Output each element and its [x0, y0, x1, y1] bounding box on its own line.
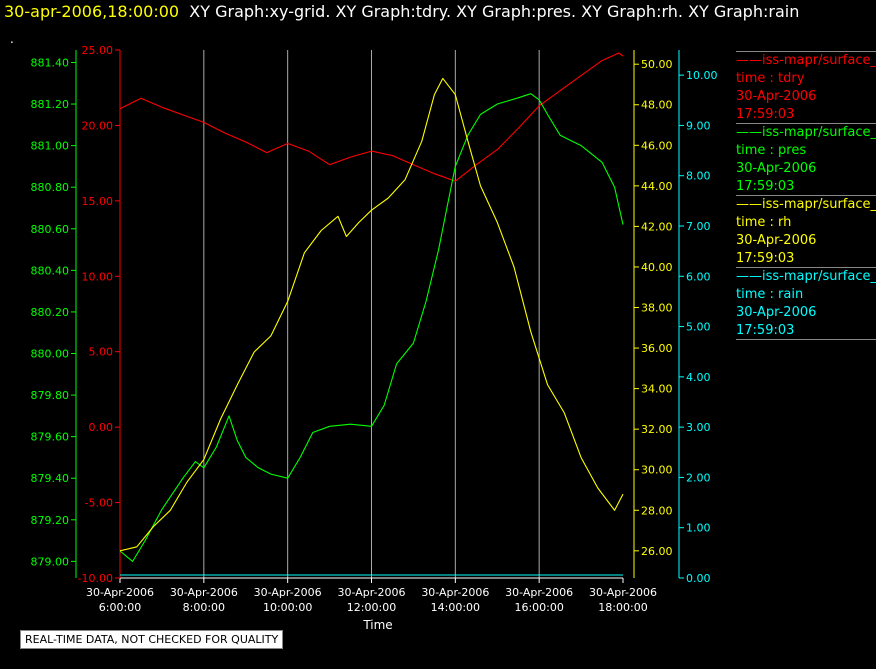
x-tick-label-date: 30-Apr-2006	[170, 586, 238, 599]
x-tick-label-date: 30-Apr-2006	[421, 586, 489, 599]
legend-source: ——iss-mapr/surface_	[736, 269, 876, 284]
tdry-tick-label: 0.00	[89, 421, 114, 434]
legend-date: 30-Apr-2006	[736, 233, 817, 248]
legend-source: ——iss-mapr/surface_	[736, 197, 876, 212]
rh-tick-label: 32.00	[641, 423, 673, 436]
tdry-tick-label: 25.00	[82, 44, 114, 57]
legend-separator	[736, 195, 876, 196]
tdry-tick-label: -10.00	[78, 572, 113, 585]
x-axis-label: Time	[362, 618, 392, 632]
tdry-tick-label: 15.00	[82, 195, 114, 208]
pres-tick-label: 880.60	[31, 223, 70, 236]
pres-tick-label: 881.00	[31, 140, 70, 153]
pres-tick-label: 879.20	[31, 514, 70, 527]
legend-source: ——iss-mapr/surface_	[736, 53, 876, 68]
x-tick-label-date: 30-Apr-2006	[86, 586, 154, 599]
header-title: 30-apr-2006,18:00:00 XY Graph:xy-grid. X…	[4, 2, 799, 21]
x-tick-label-date: 30-Apr-2006	[337, 586, 405, 599]
rh-tick-label: 38.00	[641, 302, 673, 315]
legend-entry: ——iss-mapr/surface_time : tdry 30-Apr-200…	[736, 50, 876, 124]
rh-series-line	[119, 77, 624, 552]
rh-tick-label: 26.00	[641, 545, 673, 558]
rain-tick-label: 6.00	[686, 270, 711, 283]
rain-tick-label: 7.00	[686, 220, 711, 233]
rh-tick-label: 34.00	[641, 383, 673, 396]
pres-tick-label: 879.80	[31, 389, 70, 402]
pres-tick-label: 880.20	[31, 306, 70, 319]
legend-time: 17:59:03	[736, 107, 795, 122]
rh-tick-label: 50.00	[641, 58, 673, 71]
legend-date: 30-Apr-2006	[736, 89, 817, 104]
x-tick-label-date: 30-Apr-2006	[589, 586, 657, 599]
rain-tick-label: 5.00	[686, 321, 711, 334]
legend-date: 30-Apr-2006	[736, 161, 817, 176]
pres-tick-label: 879.40	[31, 472, 70, 485]
rain-tick-label: 8.00	[686, 170, 711, 183]
rain-tick-label: 1.00	[686, 522, 711, 535]
legend-entry: ——iss-mapr/surface_time : pres 30-Apr-200…	[736, 122, 876, 196]
pres-tick-label: 881.40	[31, 56, 70, 69]
legend-separator	[736, 123, 876, 124]
x-tick-label-time: 12:00:00	[347, 601, 396, 614]
x-tick-label-time: 18:00:00	[598, 601, 647, 614]
marker-dot: .	[10, 32, 14, 46]
x-tick-label-time: 14:00:00	[431, 601, 480, 614]
legend-entry: ——iss-mapr/surface_time : rh 30-Apr-2006 1…	[736, 194, 876, 268]
rh-tick-label: 36.00	[641, 342, 673, 355]
series-lines	[119, 52, 624, 576]
x-tick-label-date: 30-Apr-2006	[505, 586, 573, 599]
rain-tick-label: 2.00	[686, 471, 711, 484]
rain-tick-label: 3.00	[686, 421, 711, 434]
quality-note: REAL-TIME DATA, NOT CHECKED FOR QUALITY	[20, 630, 284, 649]
pres-tick-label: 879.60	[31, 431, 70, 444]
pres-tick-label: 881.20	[31, 98, 70, 111]
legend-field: time : rh	[736, 215, 792, 230]
tdry-tick-label: -5.00	[85, 497, 113, 510]
x-tick-label-time: 16:00:00	[514, 601, 563, 614]
tdry-series-line	[119, 52, 624, 182]
x-tick-label-time: 10:00:00	[263, 601, 312, 614]
x-tick-label-time: 8:00:00	[183, 601, 225, 614]
x-tick-label-time: 6:00:00	[99, 601, 141, 614]
pres-tick-label: 880.80	[31, 181, 70, 194]
legend-field: time : tdry	[736, 71, 805, 86]
legend-source: ——iss-mapr/surface_	[736, 125, 876, 140]
legend-field: time : pres	[736, 143, 807, 158]
rh-tick-label: 44.00	[641, 180, 673, 193]
tdry-tick-label: 20.00	[82, 119, 114, 132]
legend-time: 17:59:03	[736, 251, 795, 266]
header-graph-list: XY Graph:xy-grid. XY Graph:tdry. XY Grap…	[189, 2, 800, 21]
rain-tick-label: 0.00	[686, 572, 711, 585]
legend-entry: ——iss-mapr/surface_time : rain 30-Apr-200…	[736, 266, 876, 340]
rain-tick-label: 4.00	[686, 371, 711, 384]
tdry-tick-label: 10.00	[82, 270, 114, 283]
legend-field: time : rain	[736, 287, 804, 302]
axes: 30-Apr-2006 6:00:00 30-Apr-2006 8:00:00 30-A…	[31, 44, 718, 614]
rh-tick-label: 40.00	[641, 261, 673, 274]
legend-time: 17:59:03	[736, 323, 795, 338]
pres-series-line	[119, 93, 624, 562]
pres-tick-label: 880.40	[31, 264, 70, 277]
rain-tick-label: 9.00	[686, 119, 711, 132]
legend-time: 17:59:03	[736, 179, 795, 194]
legend-end-separator	[736, 338, 876, 340]
legend-separator	[736, 51, 876, 52]
header-timestamp: 30-apr-2006,18:00:00	[4, 2, 180, 21]
legend-separator	[736, 267, 876, 268]
grid-lines	[203, 50, 540, 578]
x-tick-label-date: 30-Apr-2006	[254, 586, 322, 599]
rh-tick-label: 46.00	[641, 139, 673, 152]
tdry-tick-label: 5.00	[89, 346, 114, 359]
rh-tick-label: 28.00	[641, 504, 673, 517]
pres-tick-label: 880.00	[31, 347, 70, 360]
rh-tick-label: 48.00	[641, 99, 673, 112]
pres-tick-label: 879.00	[31, 555, 70, 568]
rh-tick-label: 30.00	[641, 464, 673, 477]
legend-date: 30-Apr-2006	[736, 305, 817, 320]
rh-tick-label: 42.00	[641, 220, 673, 233]
rain-tick-label: 10.00	[686, 69, 718, 82]
